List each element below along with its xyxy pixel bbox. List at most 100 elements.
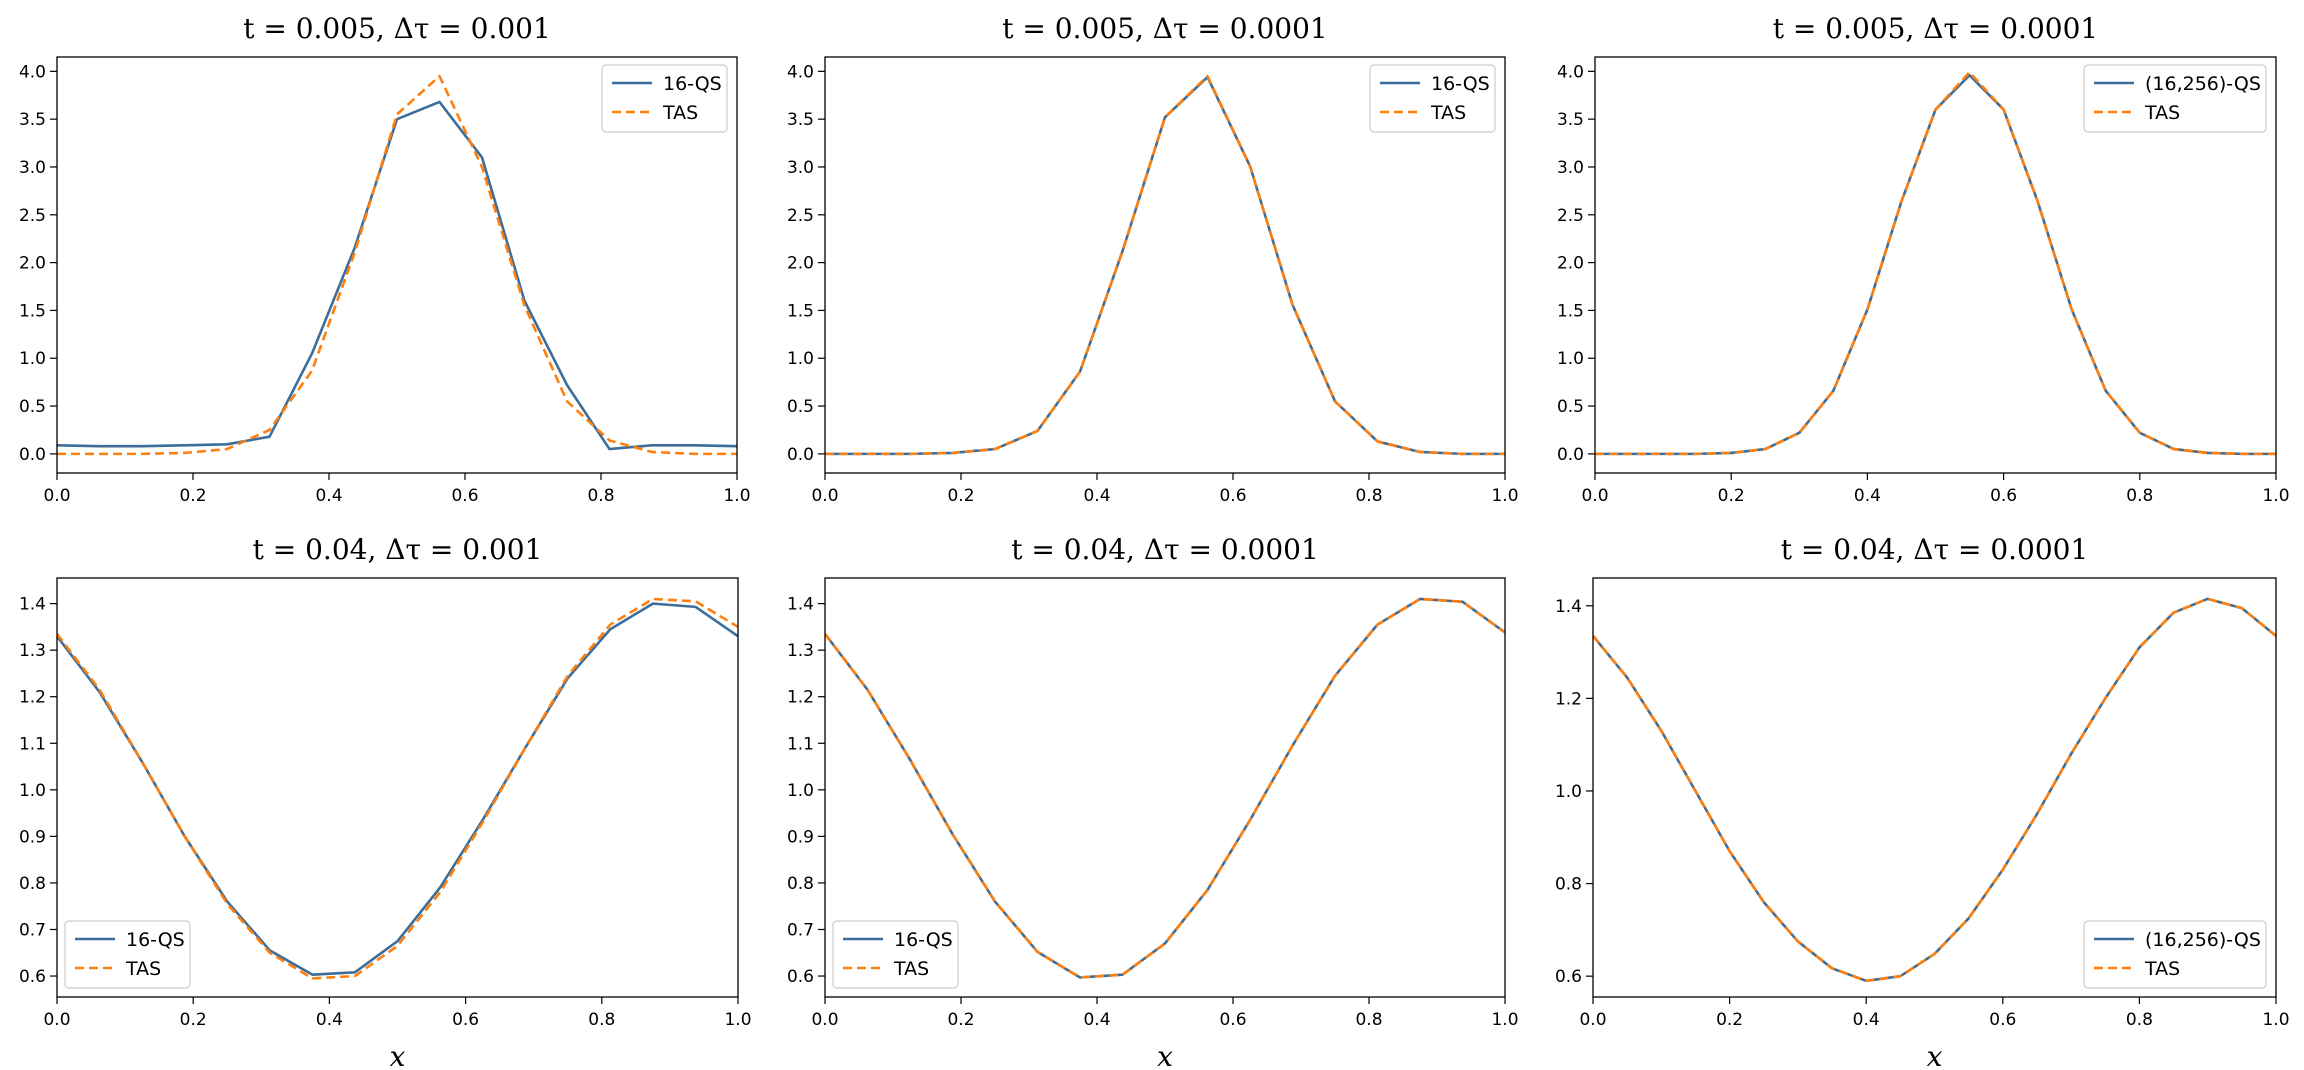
y-tick-label: 1.0 (1557, 349, 1584, 369)
x-tick-label: 0.4 (1083, 1010, 1110, 1030)
y-tick-label: 0.0 (787, 445, 814, 465)
x-tick-label: 0.4 (1854, 486, 1881, 506)
series-line-tas (825, 74, 1505, 456)
legend-label: (16,256)-QS (2145, 73, 2261, 95)
x-tick-label: 0.6 (451, 486, 478, 506)
legend-label: TAS (662, 102, 698, 124)
legend-label: 16-QS (894, 929, 953, 951)
y-tick-label: 0.0 (1557, 445, 1584, 465)
y-tick-label: 0.6 (787, 967, 814, 987)
x-tick-label: 0.0 (1581, 486, 1608, 506)
subplot-6: t = 0.04, Δτ = 0.0001 0.0 0.2 0.4 0.6 0.8 1.0 0… (1555, 533, 2290, 1070)
x-tick-label: 1.0 (723, 486, 750, 506)
subplot-title: t = 0.005, Δτ = 0.0001 (1773, 12, 2098, 45)
legend: 16-QS TAS (832, 920, 959, 989)
x-tick-label: 0.8 (2126, 486, 2153, 506)
subplot-3: t = 0.005, Δτ = 0.0001 0.0 0.2 0.4 0.6 0.8 1.0… (1557, 12, 2290, 506)
axes-frame (56, 577, 739, 998)
y-tick-label: 1.3 (787, 641, 814, 661)
y-tick-label: 0.8 (787, 874, 814, 894)
y-tick-label: 4.0 (1557, 62, 1584, 82)
y-tick-label: 1.2 (19, 688, 46, 708)
y-tick-label: 1.0 (1555, 782, 1582, 802)
legend: 16-QS TAS (64, 920, 191, 989)
subplot-4: t = 0.04, Δτ = 0.001 0.0 0.2 0.4 0.6 0.8 1.0 0.… (19, 533, 752, 1070)
legend-label: TAS (1430, 102, 1466, 124)
x-tick-label: 0.0 (43, 1010, 70, 1030)
legend-label: TAS (2144, 958, 2180, 980)
legend-label: TAS (125, 958, 161, 980)
legend: 16-QS TAS (1369, 64, 1496, 133)
y-tick-label: 1.4 (1555, 597, 1582, 617)
axes-frame (824, 56, 1506, 474)
y-tick-label: 3.5 (1557, 110, 1584, 130)
legend-label: (16,256)-QS (2145, 929, 2261, 951)
series-line-tas (57, 597, 738, 980)
y-tick-label: 1.2 (1555, 689, 1582, 709)
x-tick-label: 0.4 (315, 486, 342, 506)
legend-label: 16-QS (663, 73, 722, 95)
y-tick-label: 0.7 (19, 920, 46, 940)
y-tick-label: 3.0 (787, 158, 814, 178)
x-tick-label: 0.4 (1083, 486, 1110, 506)
y-tick-label: 3.5 (19, 110, 46, 130)
y-tick-label: 1.0 (787, 781, 814, 801)
y-tick-label: 0.9 (787, 827, 814, 847)
x-tick-label: 1.0 (2262, 486, 2289, 506)
legend: 16-QS TAS (601, 64, 728, 133)
x-tick-label: 1.0 (2262, 1010, 2289, 1030)
x-tick-label: 0.2 (180, 1010, 207, 1030)
y-tick-label: 0.5 (19, 397, 46, 417)
axes-frame (1592, 577, 2277, 998)
y-tick-label: 2.5 (787, 206, 814, 226)
legend-label: 16-QS (1431, 73, 1490, 95)
legend-label: TAS (893, 958, 929, 980)
x-tick-label: 0.2 (1718, 486, 1745, 506)
y-tick-label: 0.7 (787, 920, 814, 940)
x-tick-label: 0.6 (1990, 486, 2017, 506)
x-tick-label: 0.8 (1355, 486, 1382, 506)
y-tick-label: 3.5 (787, 110, 814, 130)
y-tick-label: 0.8 (1555, 875, 1582, 895)
x-tick-label: 0.4 (1853, 1010, 1880, 1030)
x-axis-label: x (1157, 1040, 1173, 1070)
x-tick-label: 0.6 (1219, 486, 1246, 506)
x-tick-label: 1.0 (1491, 486, 1518, 506)
y-tick-label: 0.6 (1555, 967, 1582, 987)
x-tick-label: 0.8 (588, 1010, 615, 1030)
y-tick-label: 3.0 (19, 158, 46, 178)
y-tick-label: 1.5 (19, 301, 46, 321)
x-tick-label: 0.8 (1355, 1010, 1382, 1030)
y-tick-label: 2.0 (787, 254, 814, 274)
x-tick-label: 1.0 (1491, 1010, 1518, 1030)
axes-frame (56, 56, 738, 474)
x-tick-label: 0.2 (947, 1010, 974, 1030)
x-tick-label: 0.8 (2126, 1010, 2153, 1030)
y-tick-label: 0.0 (19, 445, 46, 465)
subplot-title: t = 0.04, Δτ = 0.0001 (1781, 533, 2089, 566)
y-tick-label: 2.5 (1557, 206, 1584, 226)
x-tick-label: 0.0 (811, 1010, 838, 1030)
y-tick-label: 3.0 (1557, 158, 1584, 178)
series-line-tas (825, 597, 1505, 979)
subplot-5: t = 0.04, Δτ = 0.0001 0.0 0.2 0.4 0.6 0.8 1.0 0… (787, 533, 1519, 1070)
y-tick-label: 0.5 (787, 397, 814, 417)
x-tick-label: 0.0 (1579, 1010, 1606, 1030)
y-tick-label: 1.0 (19, 349, 46, 369)
y-tick-label: 1.0 (19, 781, 46, 801)
y-tick-label: 1.0 (787, 349, 814, 369)
y-tick-label: 0.6 (19, 967, 46, 987)
x-tick-label: 0.2 (1716, 1010, 1743, 1030)
y-tick-label: 4.0 (19, 62, 46, 82)
y-tick-label: 0.5 (1557, 397, 1584, 417)
y-tick-label: 0.9 (19, 827, 46, 847)
subplot-title: t = 0.005, Δτ = 0.001 (243, 12, 551, 45)
y-tick-label: 2.5 (19, 206, 46, 226)
legend-label: TAS (2144, 102, 2180, 124)
y-tick-label: 4.0 (787, 62, 814, 82)
subplot-1: t = 0.005, Δτ = 0.001 0.0 0.2 0.4 0.6 0.8 1.0 0… (19, 12, 751, 506)
x-tick-label: 0.0 (811, 486, 838, 506)
x-tick-label: 1.0 (724, 1010, 751, 1030)
legend: (16,256)-QS TAS (2083, 920, 2267, 989)
y-tick-label: 1.2 (787, 688, 814, 708)
